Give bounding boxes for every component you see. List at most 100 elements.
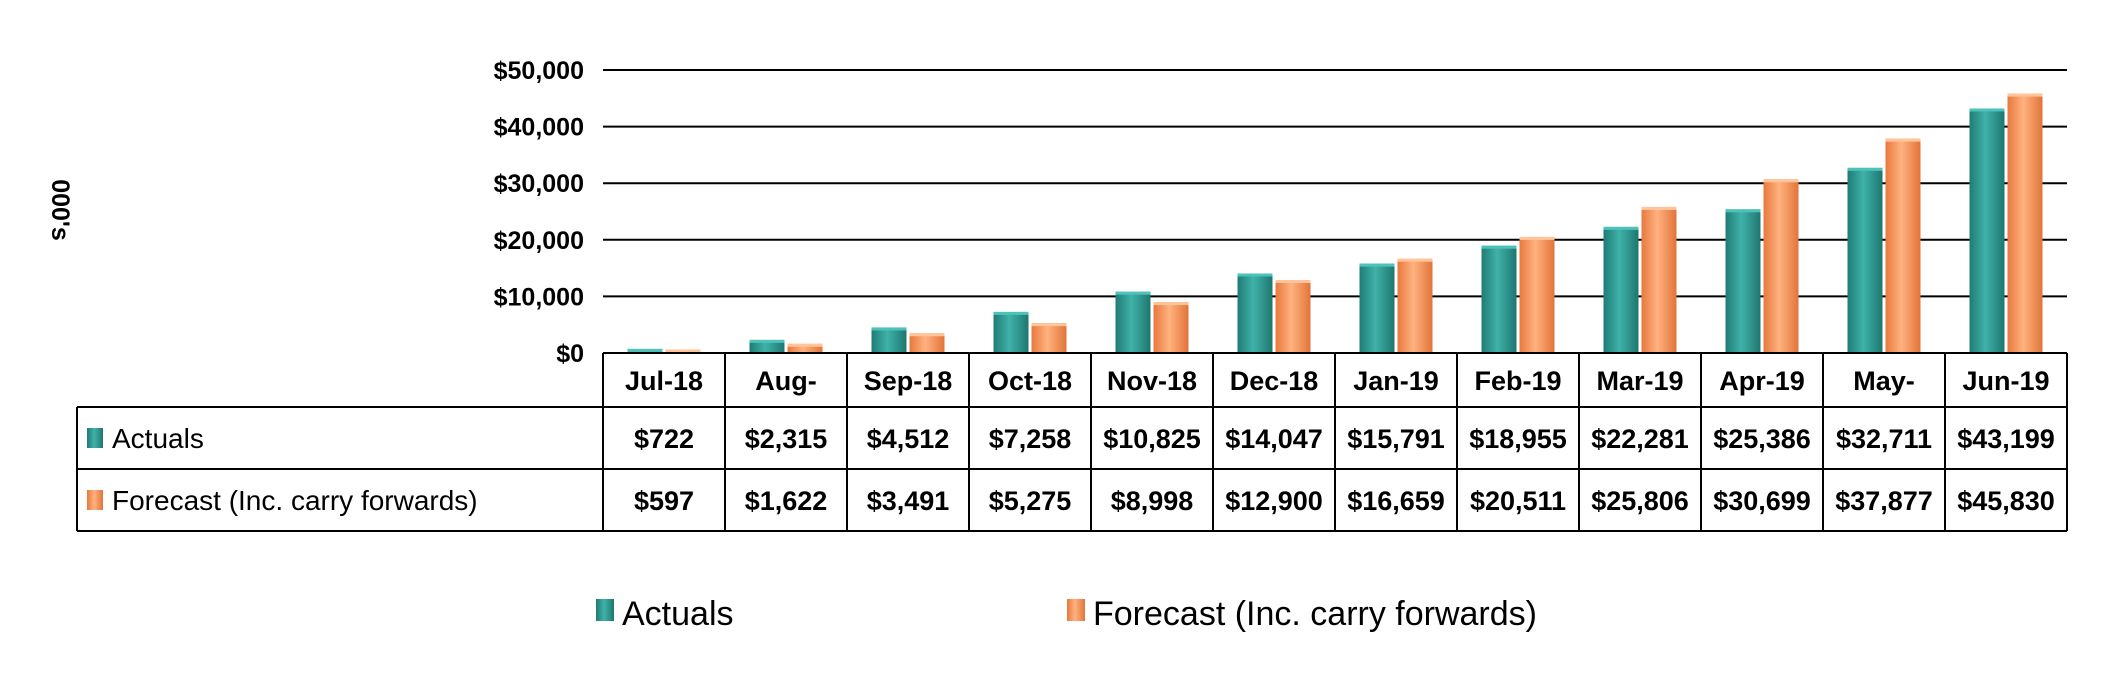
bar-top-actuals <box>1847 167 1883 171</box>
table-cell: $22,281 <box>1591 424 1689 454</box>
y-axis-ticks: $0 $10,000 $20,000 $30,000 $40,000 $50,000 <box>494 57 584 368</box>
legend: Actuals Forecast (Inc. carry forwards) <box>596 595 1537 633</box>
bar-top-actuals <box>1725 209 1761 213</box>
bar-top-actuals <box>627 348 663 352</box>
bar-top-forecast <box>1275 279 1311 283</box>
category-label: Nov-18 <box>1107 366 1197 396</box>
bar-forecast <box>2007 93 2043 353</box>
bar-top-forecast <box>1763 179 1799 183</box>
bar-actuals <box>1603 226 1639 353</box>
data-table: Jul-18 Aug- Sep-18 Oct-18 Nov-18 Dec-18 Jan-19… <box>76 352 2068 532</box>
bar-actuals <box>993 311 1029 353</box>
row-swatch-forecast <box>87 490 103 510</box>
bar-forecast <box>1031 323 1067 353</box>
category-label: Jun-19 <box>1962 366 2049 396</box>
bar-actuals <box>749 339 785 353</box>
bar-forecast <box>909 333 945 353</box>
bar-forecast <box>1519 236 1555 353</box>
bar-actuals <box>1481 245 1517 353</box>
bar-top-actuals <box>749 339 785 343</box>
bar-top-forecast <box>909 333 945 337</box>
bar-forecast <box>1885 138 1921 353</box>
table-cell: $12,900 <box>1225 486 1323 516</box>
row-label: Actuals <box>112 423 204 454</box>
bar-top-forecast <box>1641 206 1677 210</box>
bar-top-actuals <box>1359 263 1395 267</box>
bar-top-actuals <box>1969 108 2005 112</box>
y-tick-label: $40,000 <box>494 114 584 142</box>
bar-actuals <box>1847 167 1883 353</box>
y-tick-label: $30,000 <box>494 170 584 198</box>
category-label: Jan-19 <box>1353 366 1439 396</box>
table-cell: $25,386 <box>1713 424 1811 454</box>
table-cell: $4,512 <box>867 424 950 454</box>
row-label: Forecast (Inc. carry forwards) <box>112 485 478 516</box>
table-cell: $3,491 <box>867 486 950 516</box>
category-label: May- <box>1853 366 1915 396</box>
bar-top-actuals <box>1237 273 1273 277</box>
table-cell: $2,315 <box>745 424 828 454</box>
bar-top-actuals <box>871 327 907 331</box>
bar-forecast <box>1641 206 1677 353</box>
bar-actuals <box>1725 209 1761 353</box>
table-cell: $597 <box>634 486 694 516</box>
bar-top-forecast <box>665 349 701 353</box>
category-label: Jul-18 <box>625 366 703 396</box>
category-label: Feb-19 <box>1474 366 1561 396</box>
table-cell: $722 <box>634 424 694 454</box>
category-label: Sep-18 <box>864 366 953 396</box>
y-axis-label: 000's <box>46 179 74 241</box>
category-label: Dec-18 <box>1230 366 1319 396</box>
table-cell: $7,258 <box>989 424 1072 454</box>
bars <box>627 93 2043 354</box>
bar-top-forecast <box>1885 138 1921 142</box>
table-cell: $20,511 <box>1470 486 1566 516</box>
bar-top-actuals <box>1481 245 1517 249</box>
bar-forecast <box>1763 179 1799 353</box>
table-cell: $1,622 <box>745 486 828 516</box>
legend-label: Forecast (Inc. carry forwards) <box>1093 595 1537 633</box>
bar-forecast <box>787 343 823 353</box>
bar-top-forecast <box>2007 93 2043 97</box>
bar-forecast <box>1153 302 1189 353</box>
bar-top-forecast <box>1031 323 1067 327</box>
category-label: Apr-19 <box>1719 366 1805 396</box>
y-tick-label: $50,000 <box>494 57 584 85</box>
bar-forecast <box>1275 279 1311 353</box>
table-cell: $32,711 <box>1836 424 1932 454</box>
bar-actuals <box>871 327 907 353</box>
table-cell: $18,955 <box>1469 424 1567 454</box>
table-cell: $30,699 <box>1713 486 1811 516</box>
table-cell: $5,275 <box>989 486 1072 516</box>
bar-top-actuals <box>993 311 1029 315</box>
table-cell: $45,830 <box>1957 486 2055 516</box>
table-cell: $25,806 <box>1591 486 1689 516</box>
category-label: Mar-19 <box>1596 366 1683 396</box>
bar-top-forecast <box>787 343 823 347</box>
legend-swatch-forecast <box>1067 599 1085 621</box>
table-cell: $8,998 <box>1111 486 1194 516</box>
table-cell: $15,791 <box>1347 424 1445 454</box>
y-tick-label: $0 <box>556 340 584 368</box>
bar-actuals <box>1359 263 1395 353</box>
bar-top-actuals <box>1603 226 1639 230</box>
y-tick-label: $20,000 <box>494 227 584 255</box>
category-label: Oct-18 <box>988 366 1072 396</box>
table-cell: $14,047 <box>1225 424 1323 454</box>
bar-top-forecast <box>1153 302 1189 306</box>
gridlines <box>603 69 2067 354</box>
category-label: Aug- <box>755 366 816 396</box>
y-tick-label: $10,000 <box>494 283 584 311</box>
bar-forecast <box>1397 258 1433 353</box>
bar-top-actuals <box>1115 291 1151 295</box>
row-swatch-actuals <box>87 428 103 448</box>
table-cell: $16,659 <box>1347 486 1445 516</box>
bar-actuals <box>1115 291 1151 353</box>
bar-actuals <box>1237 273 1273 353</box>
bar-actuals <box>1969 108 2005 354</box>
bar-top-forecast <box>1519 236 1555 240</box>
legend-swatch-actuals <box>596 599 614 621</box>
table-cell: $37,877 <box>1835 486 1933 516</box>
legend-label: Actuals <box>622 595 734 633</box>
